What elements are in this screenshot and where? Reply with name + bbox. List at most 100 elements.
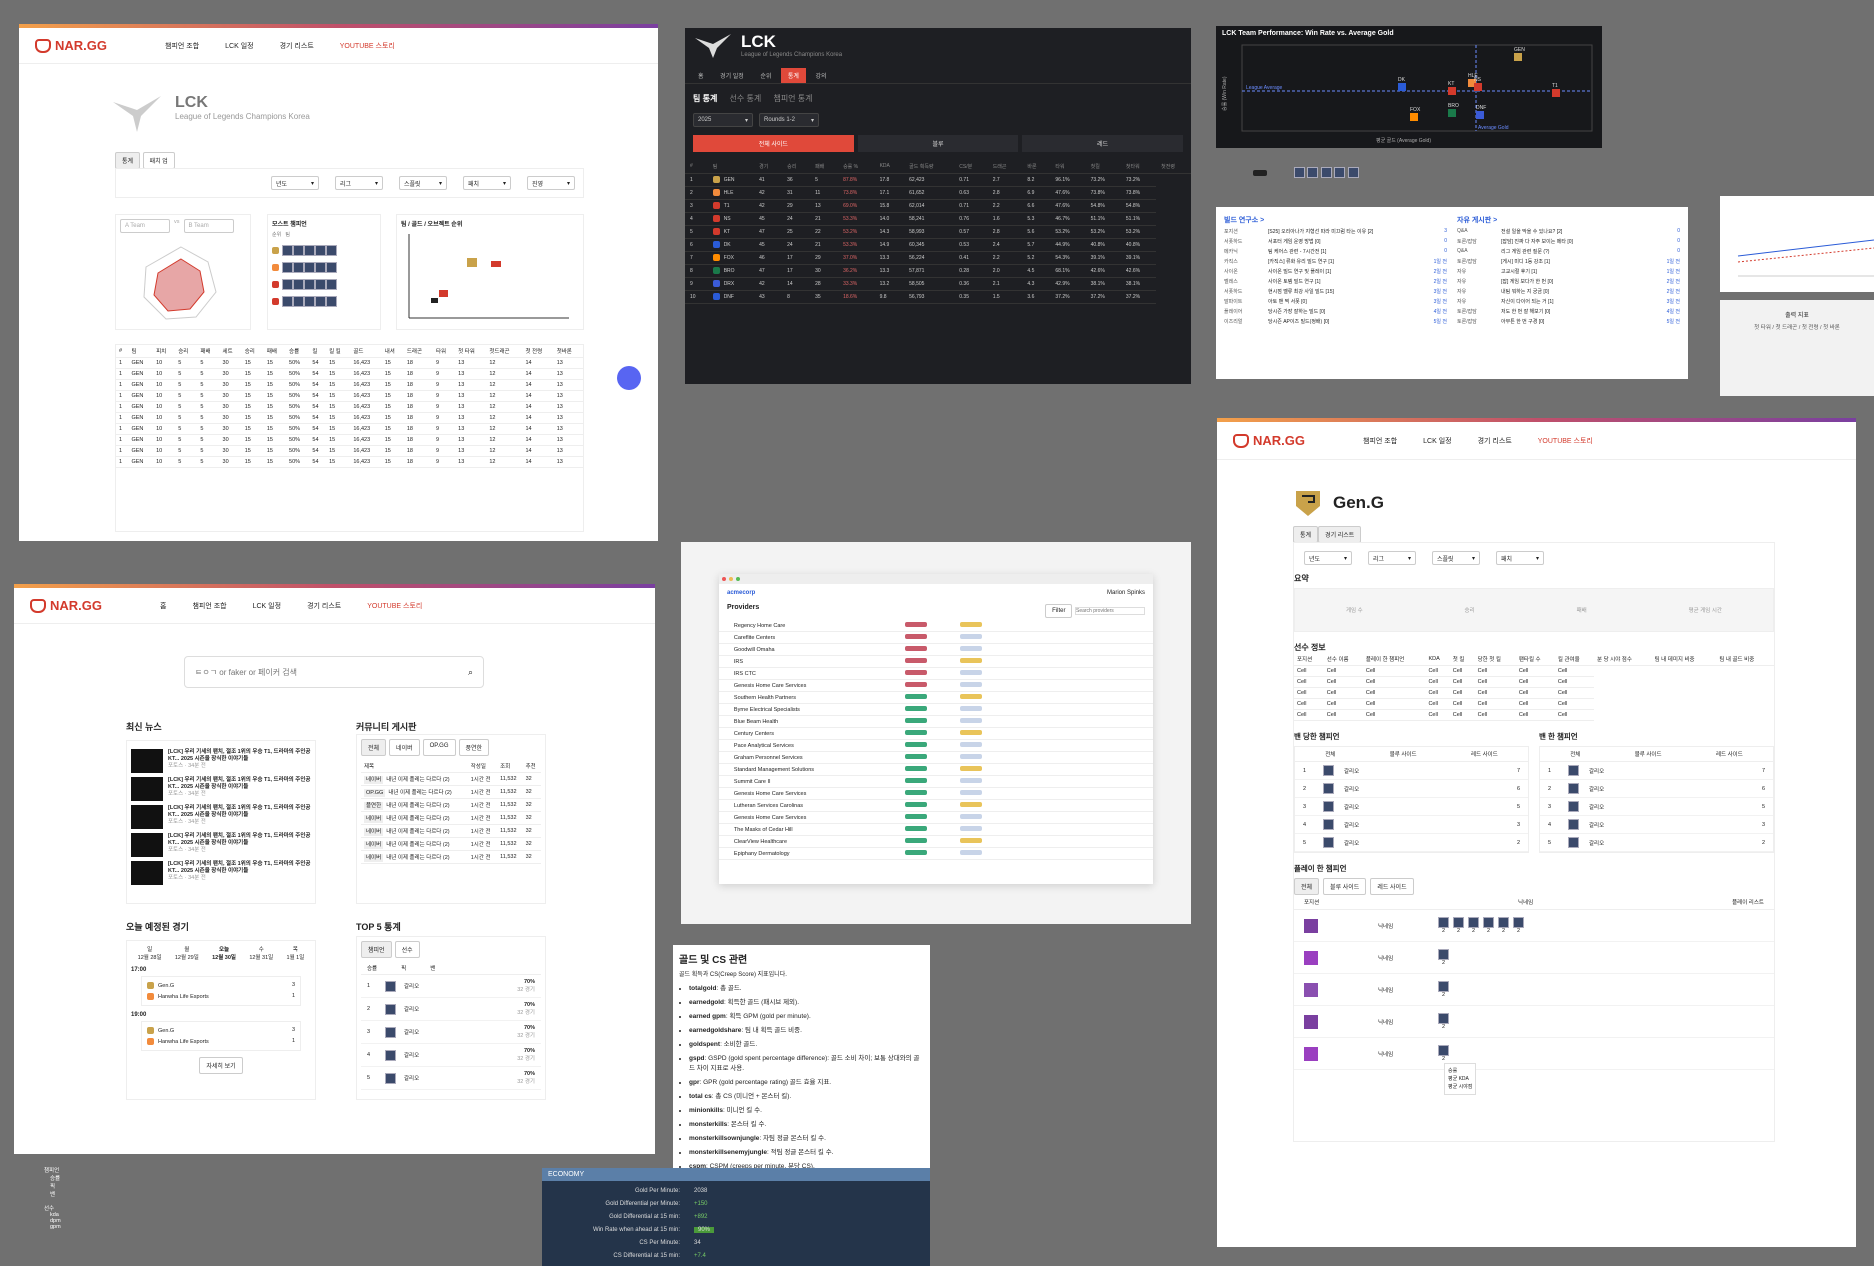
provider-row[interactable]: Lutheran Services Carolinas [719, 799, 1153, 812]
list-item[interactable]: 플레이어 당시즌 가장 잘하는 빌드 [0] 4일 전 [1224, 308, 1447, 315]
list-item[interactable]: 이즈리얼 당시즌 AP이즈 빌드(정배) [0] 5일 전 [1224, 318, 1447, 325]
filter-split[interactable]: 스플릿 ▾ [399, 176, 447, 190]
side-tab[interactable]: 레드 사이드 [1470, 752, 1498, 758]
filter-patch[interactable]: 패치 ▾ [463, 176, 511, 190]
provider-name[interactable]: Lutheran Services Carolinas [730, 799, 902, 812]
table-header[interactable]: 첫바론 [553, 345, 583, 358]
provider-name[interactable]: Pace Analytical Services [730, 739, 902, 752]
played-side-tab[interactable]: 블루 사이드 [1323, 878, 1367, 895]
nav-youtube[interactable]: YOUTUBE 스토리 [339, 42, 395, 50]
dash-header[interactable]: 첫타워 [1120, 160, 1157, 174]
player-header[interactable]: 당한 첫 킬 [1474, 653, 1516, 666]
geng-filter-split[interactable]: 스플릿 ▾ [1432, 551, 1480, 565]
post-title[interactable]: 현시점 벨류 최강 사일 빌드 [15] [1268, 289, 1334, 295]
side-tab[interactable]: 전체 [1325, 752, 1336, 758]
provider-name[interactable]: Genesis Home Care Services [730, 679, 902, 692]
champion-thumb[interactable] [1438, 1045, 1449, 1056]
post-title[interactable]: 당시즌 AP이즈 빌드(정배) [0] [1268, 319, 1330, 325]
dash-round-select[interactable]: Rounds 1-2 ▾ [759, 113, 819, 127]
search-icon[interactable]: ⌕ [467, 666, 473, 677]
dash-header[interactable]: 골드 획득량 [904, 160, 955, 174]
provider-name[interactable]: Careflite Centers [730, 631, 902, 644]
champion-thumb[interactable] [325, 245, 337, 257]
dash-header[interactable]: 첫킬 [1085, 160, 1121, 174]
news-title[interactable]: [LCK] 우리 기세의 팬치, 절조 1위의 우승 T1, 드라마의 주인공 … [168, 833, 311, 846]
board-post-title[interactable]: 내년 이제 플레는 다르다 (2) [386, 777, 450, 783]
top5-head-winrate[interactable]: 승률 [367, 966, 378, 972]
list-item[interactable]: Q&A 전설 일을 막을 수 있나요? [2] 0 [1457, 228, 1680, 235]
played-row[interactable]: 닉네임 2 2 2 2 2 2 [1294, 910, 1774, 942]
post-title[interactable]: 저도 한 번 잘 해보기 [0] [1501, 309, 1551, 315]
provider-row[interactable]: Regency Home Care [719, 620, 1153, 632]
list-item[interactable]: 카직스 [카직스] 류화 유리 빌드 연구 [1] 1일 전 [1224, 258, 1447, 265]
provider-name[interactable]: Epiphany Dermatology [730, 847, 902, 860]
nav-lck-schedule[interactable]: LCK 일정 [252, 602, 282, 610]
list-item[interactable]: 사이온 사이온 빌드 연구 및 플레이 [1] 2일 전 [1224, 268, 1447, 275]
team-a-select[interactable]: A Team [120, 219, 170, 233]
top5-tab-player[interactable]: 선수 [394, 941, 420, 958]
filter-side[interactable]: 진영 ▾ [527, 176, 575, 190]
board-row[interactable]: OP.GG 내년 이제 플레는 다르다 (2) 1시간 전 11,532 32 [361, 785, 541, 799]
table-header[interactable]: 골드 [350, 345, 382, 358]
list-item[interactable]: 자유 [잡] 게임 보다가 한 번 [0] 2일 전 [1457, 278, 1680, 285]
team-b-select[interactable]: B Team [183, 219, 234, 233]
played-row[interactable]: 닉네임 2 [1294, 942, 1774, 974]
ban-row[interactable]: 2 갈리오 6 [1540, 780, 1773, 798]
champion-thumb[interactable] [314, 296, 326, 308]
provider-name[interactable]: The Masks of Cedar Hill [730, 823, 902, 836]
post-title[interactable]: 아토 밴 찍 서폿 [0] [1268, 299, 1307, 305]
provider-row[interactable]: Careflite Centers [719, 631, 1153, 644]
champion-thumb[interactable] [1307, 167, 1319, 179]
brand-logo[interactable]: NAR.GG [1233, 433, 1305, 448]
provider-row[interactable]: IRS [719, 655, 1153, 668]
player-header[interactable]: 킬 관여율 [1554, 653, 1594, 666]
champion-thumb[interactable] [314, 245, 326, 257]
provider-row[interactable]: Graham Personnel Services [719, 751, 1153, 764]
champion-thumb[interactable] [303, 262, 315, 274]
day-cell[interactable]: 오늘 12월 30일 [212, 945, 236, 961]
player-header[interactable]: 선수 이름 [1323, 653, 1363, 666]
champion-thumb[interactable] [292, 262, 304, 274]
geng-filter-patch[interactable]: 패치 ▾ [1496, 551, 1544, 565]
day-cell[interactable]: 일 12월 28일 [138, 945, 162, 961]
champion-thumb[interactable] [292, 279, 304, 291]
provider-name[interactable]: Genesis Home Care Services [730, 811, 902, 824]
top5-row[interactable]: 2 갈리오 70% 32 경기 [361, 998, 541, 1021]
nav-lck-schedule[interactable]: LCK 일정 [1423, 437, 1452, 445]
provider-name[interactable]: Graham Personnel Services [730, 751, 902, 764]
board-tab[interactable]: 풍연한 [458, 739, 490, 756]
brand-logo[interactable]: NAR.GG [30, 598, 102, 613]
list-item[interactable]: 서폿하드 서포터 게임 운영 방법 [0] 0 [1224, 238, 1447, 245]
nav-champion-combo[interactable]: 챔피언 조합 [192, 602, 227, 610]
provider-name[interactable]: Genesis Home Care Services [730, 787, 902, 800]
news-item[interactable]: [LCK] 우리 기세의 팬치, 절조 1위의 우승 T1, 드라마의 주인공 … [131, 861, 311, 885]
list-item[interactable]: 토론/잡담 [게시] 미디 1등 강조 [1] 1일 전 [1457, 258, 1680, 265]
side-blue[interactable]: 블루 [857, 135, 1019, 152]
played-side-tab[interactable]: 전체 [1294, 878, 1320, 895]
provider-row[interactable]: Byrne Electrical Specialists [719, 703, 1153, 716]
nav-home[interactable]: 홈 [160, 602, 167, 610]
dash-header[interactable]: 첫전령 [1156, 160, 1191, 174]
top5-tab-champion[interactable]: 챔피언 [361, 941, 392, 958]
side-tab[interactable]: 블루 사이드 [1634, 752, 1662, 758]
provider-row[interactable]: Century Centers [719, 727, 1153, 740]
champion-thumb[interactable] [325, 296, 337, 308]
table-header[interactable]: 세트 [219, 345, 242, 358]
post-title[interactable]: 전설 일을 막을 수 있나요? [2] [1501, 229, 1563, 235]
board-row[interactable]: 네이버 내년 이제 플레는 다르다 (2) 1시간 전 11,532 32 [361, 850, 541, 864]
board-post-title[interactable]: 내년 이제 플레는 다르다 (2) [388, 790, 452, 796]
news-item[interactable]: [LCK] 우리 기세의 팬치, 절조 1위의 우승 T1, 드라마의 주인공 … [131, 833, 311, 857]
ban-row[interactable]: 4 갈리오 3 [1540, 816, 1773, 834]
news-title[interactable]: [LCK] 우리 기세의 팬치, 절조 1위의 우승 T1, 드라마의 주인공 … [168, 861, 311, 874]
nav-youtube[interactable]: YOUTUBE 스토리 [367, 602, 423, 610]
table-header[interactable]: 피치 [153, 345, 176, 358]
champion-thumb[interactable] [1320, 167, 1332, 179]
champion-thumb[interactable] [314, 262, 326, 274]
champion-thumb[interactable] [1483, 917, 1494, 928]
post-title[interactable]: 리그 게임 관련 질문 (?) [1501, 249, 1550, 255]
champion-thumb[interactable] [1438, 1013, 1449, 1024]
provider-row[interactable]: Southern Health Partners [719, 691, 1153, 704]
side-all[interactable]: 전체 사이드 [693, 135, 854, 152]
played-row[interactable]: 닉네임 2 [1294, 1006, 1774, 1038]
player-header[interactable]: 분 당 시야 점수 [1593, 653, 1652, 666]
